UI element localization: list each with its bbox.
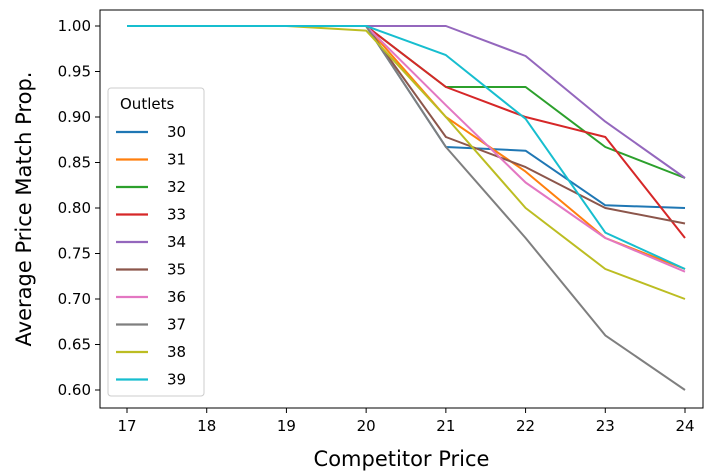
x-axis-label: Competitor Price xyxy=(314,447,490,471)
y-tick-label: 0.80 xyxy=(58,199,91,217)
x-tick-label: 21 xyxy=(436,417,455,435)
y-tick-label: 0.75 xyxy=(58,245,91,263)
x-tick-label: 22 xyxy=(516,417,535,435)
y-tick-label: 0.70 xyxy=(58,290,91,308)
x-tick-label: 24 xyxy=(675,417,694,435)
y-tick-label: 0.60 xyxy=(58,381,91,399)
y-tick-label: 0.90 xyxy=(58,108,91,126)
y-tick-label: 0.65 xyxy=(58,336,91,354)
legend-label-38: 38 xyxy=(167,343,186,361)
legend-label-33: 33 xyxy=(167,206,186,224)
legend-title: Outlets xyxy=(120,95,174,113)
legend: Outlets 30 31 32 33 34 35 36 37 38 39 xyxy=(107,87,205,397)
y-tick-label: 0.85 xyxy=(58,154,91,172)
y-axis-label: Average Price Match Prop. xyxy=(12,72,36,347)
x-tick-label: 19 xyxy=(277,417,296,435)
legend-label-35: 35 xyxy=(167,261,186,279)
series-line-39 xyxy=(127,25,686,270)
axes: 17 18 19 20 21 22 23 24 0.60 0.65 0.70 0.75 0.80 0.85… xyxy=(58,17,695,435)
legend-label-36: 36 xyxy=(167,288,186,306)
legend-label-31: 31 xyxy=(167,151,186,169)
series-lines xyxy=(127,25,686,391)
x-tick-label: 17 xyxy=(117,417,136,435)
legend-label-34: 34 xyxy=(167,233,186,251)
legend-label-37: 37 xyxy=(167,316,186,334)
legend-label-39: 39 xyxy=(167,371,186,389)
x-tick-label: 23 xyxy=(596,417,615,435)
legend-label-32: 32 xyxy=(167,178,186,196)
y-tick-label: 0.95 xyxy=(58,63,91,81)
y-tick-label: 1.00 xyxy=(58,17,91,35)
legend-box xyxy=(107,87,205,397)
x-tick-label: 18 xyxy=(197,417,216,435)
x-tick-label: 20 xyxy=(357,417,376,435)
legend-label-30: 30 xyxy=(167,123,186,141)
